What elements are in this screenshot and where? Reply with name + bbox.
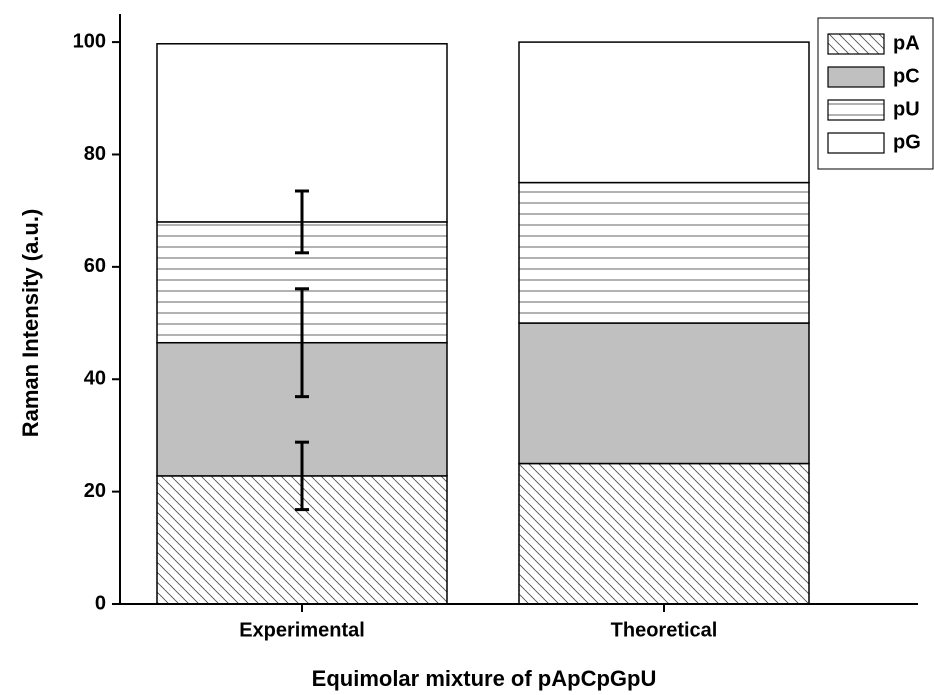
x-tick-label: Experimental [239, 619, 365, 641]
y-tick-label: 80 [84, 143, 106, 165]
error-bar [295, 189, 309, 255]
y-tick-label: 60 [84, 255, 106, 277]
error-bar [295, 440, 309, 512]
x-tick-label: Theoretical [611, 619, 718, 641]
y-axis-label: Raman Intensity (a.u.) [18, 209, 43, 438]
y-tick-label: 100 [73, 30, 106, 52]
legend-label: pA [893, 32, 920, 54]
legend-swatch [827, 66, 885, 88]
bar-segment [518, 41, 810, 184]
legend-label: pC [893, 65, 920, 87]
legend-label: pU [893, 98, 920, 120]
x-axis-label: Equimolar mixture of pApCpGpU [312, 666, 657, 691]
bar-segment [518, 462, 810, 605]
error-bar [295, 287, 309, 399]
legend-swatch [827, 132, 885, 154]
legend-label: pG [893, 131, 921, 153]
legend-swatch [827, 33, 885, 55]
y-tick-label: 0 [95, 592, 106, 614]
bar-segment [518, 322, 810, 465]
y-tick-label: 40 [84, 368, 106, 390]
y-tick-label: 20 [84, 480, 106, 502]
bar-segment [518, 181, 810, 324]
legend-swatch [827, 99, 885, 121]
